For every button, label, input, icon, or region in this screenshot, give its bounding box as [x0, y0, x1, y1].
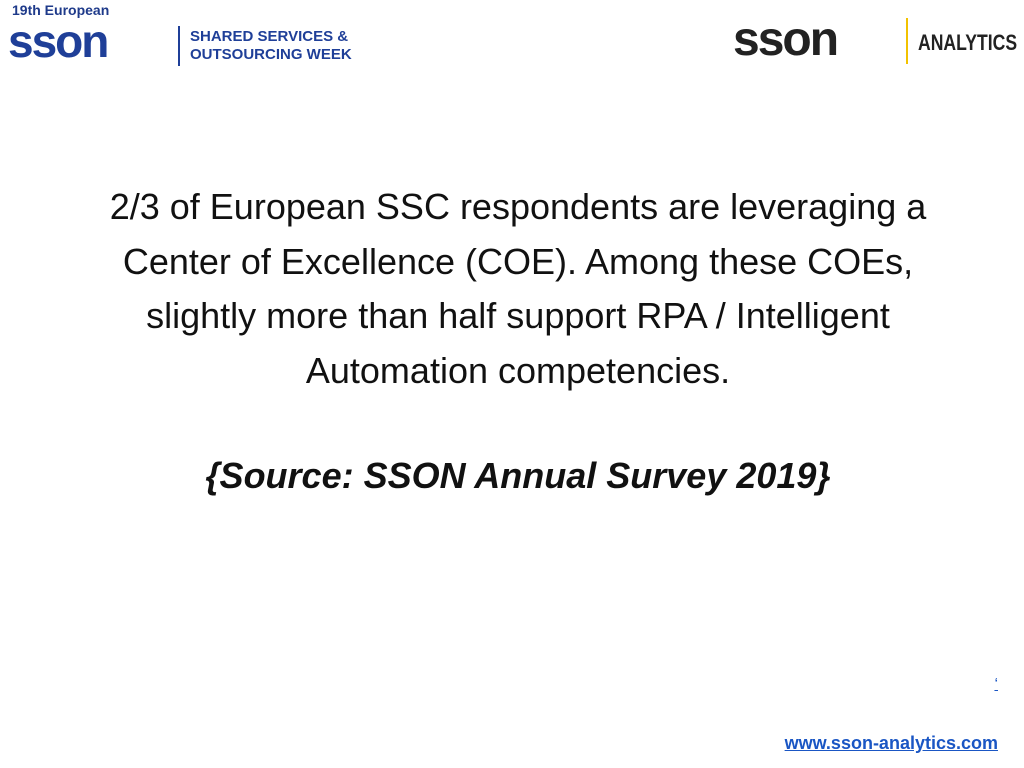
- edition: 19th European: [12, 2, 110, 18]
- statement: 2/3 of European SSC respondents are leve…: [30, 180, 1006, 398]
- divider: [178, 26, 180, 66]
- statement-line: Center of Excellence (COE). Among these …: [122, 240, 914, 282]
- website-link[interactable]: www.sson-analytics.com: [784, 733, 998, 753]
- logo-tag: ANALYTICS: [918, 30, 1018, 55]
- statement-line: 2/3 of European SSC respondents are leve…: [109, 186, 927, 227]
- statement-line: slightly more than half support RPA / In…: [146, 295, 890, 336]
- link-mark[interactable]: ‘: [994, 676, 998, 693]
- event-line: OUTSOURCING WEEK: [190, 46, 352, 63]
- source: {Source: SSON Annual Survey 2019}: [205, 455, 831, 496]
- logo: sson: [733, 13, 839, 66]
- event-line: SHARED SERVICES &: [190, 28, 349, 45]
- divider: [906, 18, 908, 64]
- statement-line: Automation competencies.: [305, 349, 731, 391]
- event-name: SHARED SERVICES & OUTSOURCING WEEK: [190, 28, 352, 64]
- logo: sson: [8, 15, 109, 67]
